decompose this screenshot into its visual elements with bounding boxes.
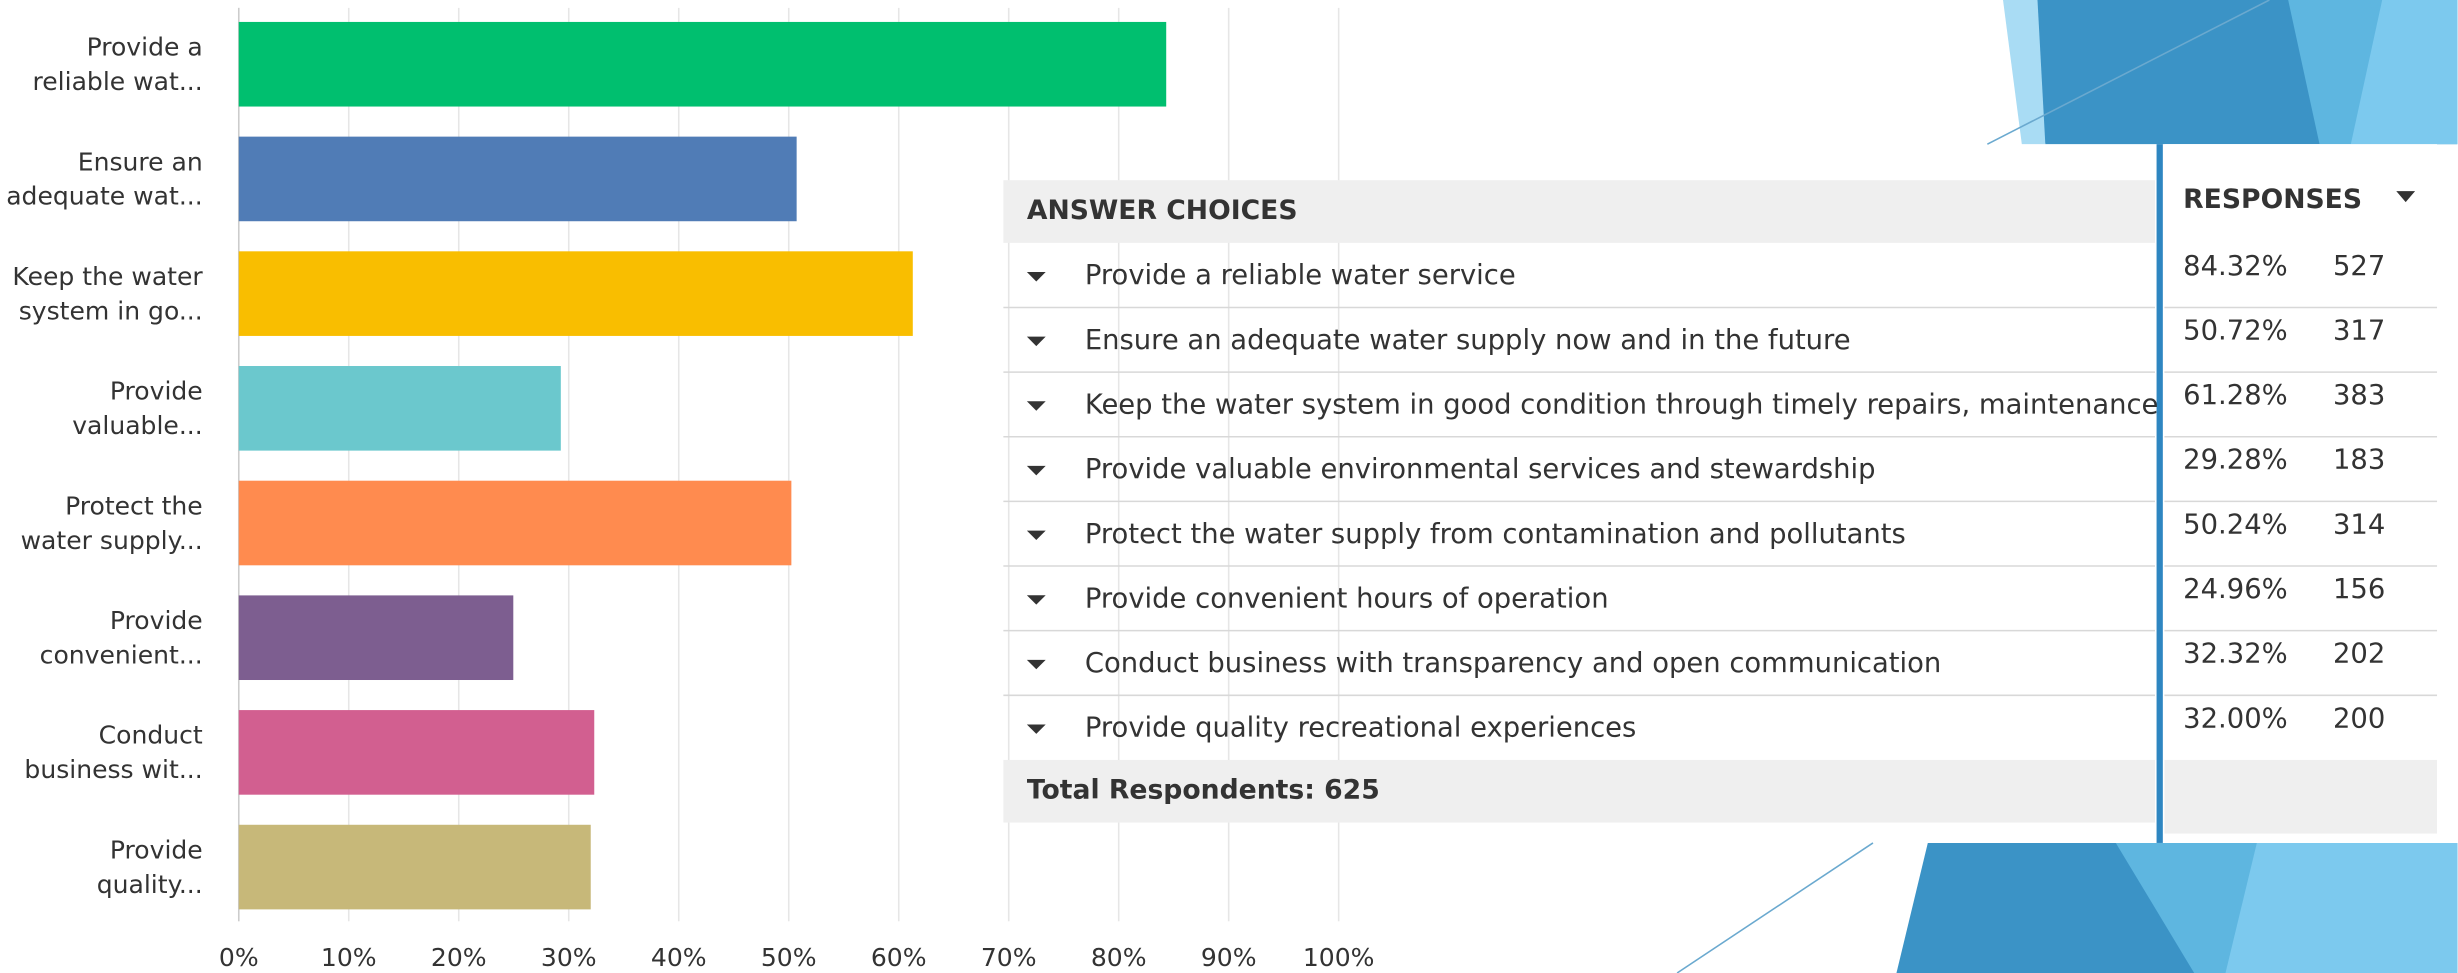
response-percent: 32.00%	[2183, 703, 2288, 734]
expand-icon[interactable]	[1026, 724, 1046, 734]
bar	[238, 710, 595, 795]
response-percent: 84.32%	[2183, 251, 2288, 282]
answer-choice: Conduct business with transparency and o…	[1085, 648, 1941, 679]
table-footer	[2164, 759, 2438, 834]
response-percent: 61.28%	[2183, 380, 2288, 411]
y-tick-label: valuable...	[72, 411, 203, 440]
x-tick-label: 100%	[1303, 943, 1375, 972]
response-count: 314	[2333, 509, 2385, 540]
x-tick-label: 60%	[871, 943, 927, 972]
response-percent: 29.28%	[2183, 445, 2288, 476]
response-percent: 32.32%	[2183, 639, 2288, 670]
expand-icon[interactable]	[1026, 595, 1046, 605]
x-tick-label: 50%	[761, 943, 817, 972]
expand-icon[interactable]	[1026, 659, 1046, 670]
x-tick-label: 30%	[541, 943, 597, 972]
answer-choice: Provide convenient hours of operation	[1085, 583, 1609, 614]
response-count: 383	[2333, 380, 2385, 411]
answer-choice: Keep the water system in good condition …	[1085, 390, 2159, 421]
answer-choice: Protect the water supply from contaminat…	[1085, 519, 1906, 550]
x-tick-label: 20%	[431, 943, 487, 972]
bar	[238, 595, 514, 681]
response-count: 527	[2333, 251, 2385, 282]
x-tick-label: 0%	[219, 943, 259, 972]
responses-panel	[2164, 144, 2438, 843]
answer-choice: Provide quality recreational experiences	[1085, 713, 1636, 744]
y-tick-label: convenient...	[40, 641, 203, 670]
y-tick-label: Provide	[110, 377, 203, 406]
y-tick-label: Keep the water	[12, 262, 203, 291]
expand-icon[interactable]	[1026, 336, 1046, 347]
table-header	[1003, 180, 2155, 243]
x-tick-label: 10%	[321, 943, 377, 972]
footer-total: Total Respondents: 625	[1027, 775, 1380, 806]
response-count: 317	[2333, 315, 2385, 346]
y-tick-label: system in go...	[19, 296, 203, 325]
response-count: 183	[2333, 445, 2385, 476]
response-percent: 50.72%	[2183, 315, 2288, 346]
header-responses: RESPONSES	[2183, 184, 2362, 215]
y-tick-label: adequate wat...	[6, 182, 203, 211]
y-tick-label: Ensure an	[78, 147, 203, 176]
x-tick-label: 90%	[1201, 943, 1257, 972]
table-footer	[1003, 759, 2155, 823]
response-table: ANSWER CHOICES RESPONSES Total Responden…	[1003, 144, 2438, 843]
sort-icon[interactable]	[2396, 191, 2416, 203]
x-tick-label: 80%	[1091, 943, 1147, 972]
answer-choice: Ensure an adequate water supply now and …	[1085, 325, 1851, 356]
bar	[238, 136, 797, 222]
y-tick-label: Conduct	[99, 721, 203, 750]
answer-choice: Provide a reliable water service	[1085, 260, 1516, 291]
header-choices: ANSWER CHOICES	[1027, 195, 1298, 226]
divider	[2156, 144, 2163, 843]
y-tick-label: water supply...	[21, 526, 203, 555]
expand-icon[interactable]	[1026, 530, 1046, 540]
y-tick-label: Provide	[110, 606, 203, 635]
y-tick-label: reliable wat...	[33, 67, 203, 96]
bar	[238, 824, 591, 910]
bar	[238, 480, 792, 566]
response-count: 200	[2333, 703, 2385, 734]
x-tick-label: 70%	[981, 943, 1037, 972]
x-tick-label: 40%	[651, 943, 707, 972]
expand-icon[interactable]	[1026, 465, 1046, 476]
expand-icon[interactable]	[1026, 272, 1046, 282]
response-percent: 24.96%	[2183, 574, 2288, 605]
decoration	[1676, 0, 2458, 973]
bar	[238, 251, 913, 336]
response-count: 156	[2333, 574, 2385, 605]
bar	[238, 366, 561, 451]
response-count: 202	[2333, 639, 2385, 670]
bar	[238, 21, 1167, 107]
expand-icon[interactable]	[1026, 401, 1046, 411]
y-tick-label: Provide a	[87, 33, 203, 62]
bar-chart: 0% 10% 20% 30% 40% 50% 60% 70% 80% 90% 100% Provide…	[6, 7, 1375, 972]
answer-choice: Provide valuable environmental services …	[1085, 454, 1876, 485]
response-percent: 50.24%	[2183, 509, 2288, 540]
y-tick-label: Protect the	[65, 491, 203, 520]
y-tick-label: Provide	[110, 835, 203, 864]
y-tick-label: quality...	[97, 870, 203, 899]
y-tick-label: business wit...	[24, 755, 202, 784]
